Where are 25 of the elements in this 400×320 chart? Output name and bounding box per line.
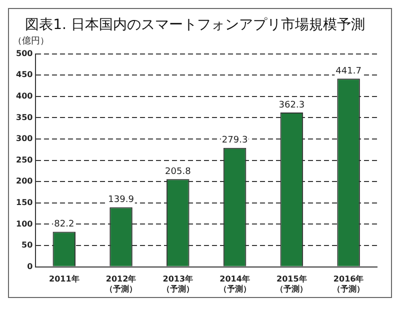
y-axis-title: （億円） [13, 36, 49, 47]
data-label: 205.8 [165, 166, 192, 177]
x-tick-label: 2014年（予測） [218, 274, 251, 294]
data-label: 139.9 [108, 195, 134, 206]
y-tick-label: 250 [16, 155, 34, 164]
y-tick-label: 150 [16, 198, 34, 207]
chart-title: 図表1. 日本国内のスマートフォンアプリ市場規模予測 [25, 17, 365, 34]
y-tick-label: 300 [16, 134, 34, 144]
x-tick-label: 2012年（予測） [105, 274, 138, 294]
y-tick-label: 500 [16, 48, 34, 58]
y-tick-label: 400 [16, 91, 34, 100]
x-tick-label: 2016年（予測） [332, 274, 365, 294]
y-tick-label: 0 [27, 262, 34, 271]
x-tick-label: 2013年（予測） [162, 274, 194, 294]
data-label: 362.3 [278, 100, 305, 110]
y-tick-label: 350 [16, 112, 34, 122]
x-tick-label: 2011年 [49, 274, 80, 284]
y-tick-label: 450 [16, 70, 34, 80]
data-label: 82.2 [54, 220, 74, 230]
y-tick-label: 50 [22, 240, 34, 250]
y-tick-label: 200 [16, 176, 34, 186]
data-label: 279.3 [222, 136, 248, 146]
y-tick-label: 100 [16, 219, 34, 228]
x-tick-label: 2015年（予測） [276, 274, 308, 294]
data-label: 441.7 [336, 66, 362, 76]
